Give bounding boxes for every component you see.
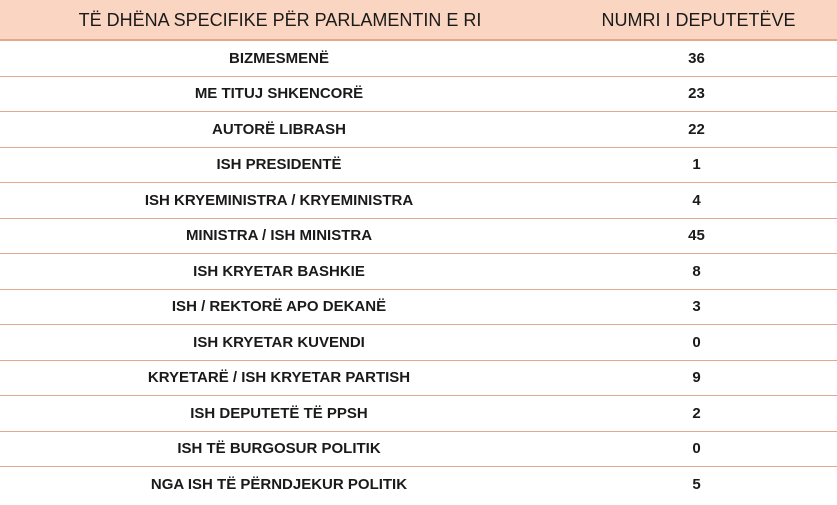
row-label: ISH KRYETAR BASHKIE [193,262,365,280]
row-label: ISH KRYEMINISTRA / KRYEMINISTRA [144,191,414,209]
row-label: ME TITUJ SHKENCORË [194,85,364,103]
table-row: MINISTRA / ISH MINISTRA 45 [0,219,837,254]
row-value: 0 [692,440,701,458]
row-value: 8 [692,262,701,280]
row-value: 9 [692,369,701,387]
row-value: 23 [688,85,705,103]
table-row: ISH TË BURGOSUR POLITIK 0 [0,432,837,467]
row-label: BIZMESMENË [228,49,329,67]
row-value: 1 [692,156,701,174]
table-row: NGA ISH TË PËRNDJEKUR POLITIK 5 [0,467,837,503]
table-row: ISH KRYETAR KUVENDI 0 [0,325,837,361]
table-row: ISH DEPUTETË TË PPSH 2 [0,396,837,432]
table-row: ISH KRYEMINISTRA / KRYEMINISTRA 4 [0,183,837,219]
table-header: TË DHËNA SPECIFIKE PËR PARLAMENTIN E RI … [0,0,837,41]
table-row: ISH KRYETAR BASHKIE 8 [0,254,837,290]
table-row: KRYETARË / ISH KRYETAR PARTISH 9 [0,361,837,396]
row-value: 45 [688,227,705,245]
row-value: 3 [692,298,701,316]
row-label: ISH DEPUTETË TË PPSH [190,404,368,422]
row-label: AUTORË LIBRASH [212,120,346,138]
column-header-specifics: TË DHËNA SPECIFIKE PËR PARLAMENTIN E RI [78,10,482,30]
table-row: AUTORË LIBRASH 22 [0,112,837,148]
row-value: 0 [692,333,701,351]
row-label: ISH KRYETAR KUVENDI [193,333,365,351]
row-value: 4 [692,191,701,209]
table-row: ISH PRESIDENTË 1 [0,148,837,183]
row-value: 5 [692,476,701,494]
row-label: ISH / REKTORË APO DEKANË [171,298,387,316]
row-value: 2 [692,404,701,422]
table-row: BIZMESMENË 36 [0,41,837,77]
table-row: ISH / REKTORË APO DEKANË 3 [0,290,837,325]
row-label: ISH TË BURGOSUR POLITIK [177,440,381,458]
row-value: 36 [688,49,705,67]
column-header-count: NUMRI I DEPUTETËVE [601,10,796,30]
row-label: KRYETARË / ISH KRYETAR PARTISH [147,369,411,387]
row-label: ISH PRESIDENTË [216,156,342,174]
row-label: MINISTRA / ISH MINISTRA [185,227,373,245]
row-label: NGA ISH TË PËRNDJEKUR POLITIK [150,476,408,494]
table-row: ME TITUJ SHKENCORË 23 [0,77,837,112]
row-value: 22 [688,120,705,138]
